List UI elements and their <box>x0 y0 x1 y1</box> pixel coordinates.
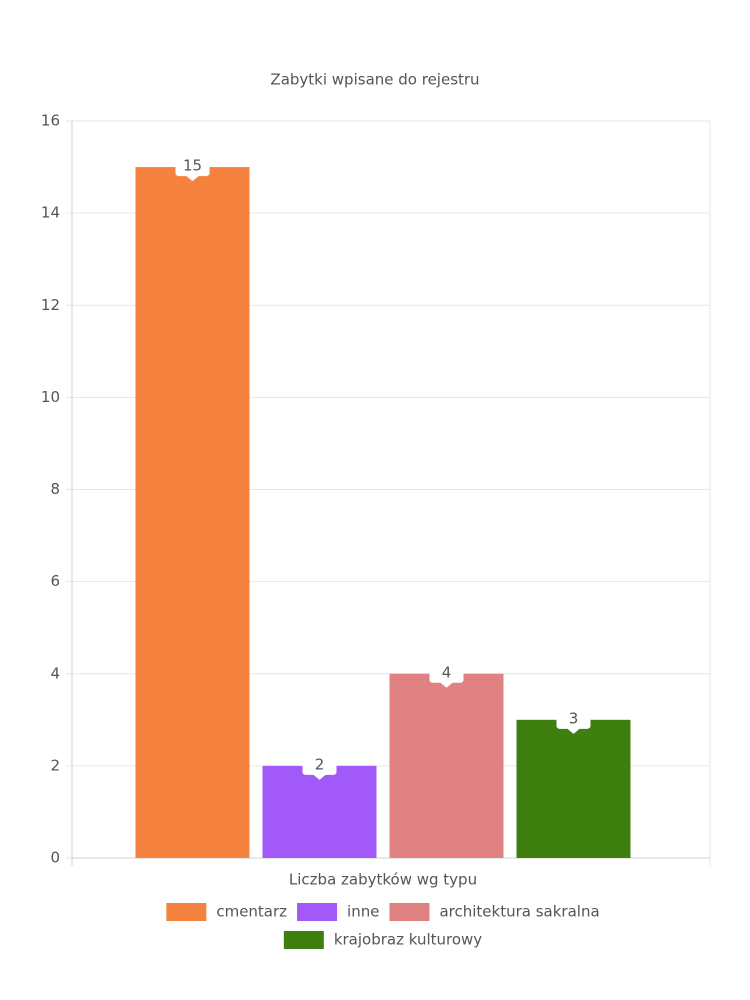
legend-item: cmentarz <box>166 903 287 921</box>
legend-label: krajobraz kulturowy <box>334 931 482 949</box>
data-label: 2 <box>315 755 325 773</box>
bar <box>389 673 504 858</box>
y-tick-label: 16 <box>41 112 60 130</box>
legend-swatch <box>166 903 207 921</box>
y-tick-label: 2 <box>50 756 60 774</box>
legend-item: krajobraz kulturowy <box>283 931 482 949</box>
legend-label: cmentarz <box>216 903 287 921</box>
legend-item: architektura sakralna <box>389 903 600 921</box>
y-tick-label: 6 <box>50 572 60 590</box>
legend-label: inne <box>347 903 379 921</box>
data-label-box <box>556 707 591 734</box>
legend-swatch <box>389 903 430 921</box>
y-tick-label: 0 <box>50 849 60 867</box>
data-label-box <box>429 661 464 688</box>
data-label: 15 <box>183 157 202 175</box>
data-label-box <box>175 155 210 182</box>
y-tick-label: 10 <box>41 388 60 406</box>
y-tick-label: 4 <box>50 664 60 682</box>
legend-swatch <box>297 903 338 921</box>
data-label-box <box>302 753 337 780</box>
y-tick-label: 8 <box>50 480 60 498</box>
legend-swatch <box>283 931 324 949</box>
legend-label: architektura sakralna <box>439 903 599 921</box>
y-tick-label: 14 <box>41 204 60 222</box>
data-label: 4 <box>442 663 452 681</box>
data-label: 3 <box>569 709 579 727</box>
bar <box>262 765 377 858</box>
x-tick-label: Liczba zabytków wg typu <box>289 871 477 889</box>
legend-item: inne <box>297 903 379 921</box>
y-tick-label: 12 <box>41 296 60 314</box>
bar <box>135 167 250 858</box>
bar <box>516 719 631 858</box>
chart-title: Zabytki wpisane do rejestru <box>270 71 479 89</box>
